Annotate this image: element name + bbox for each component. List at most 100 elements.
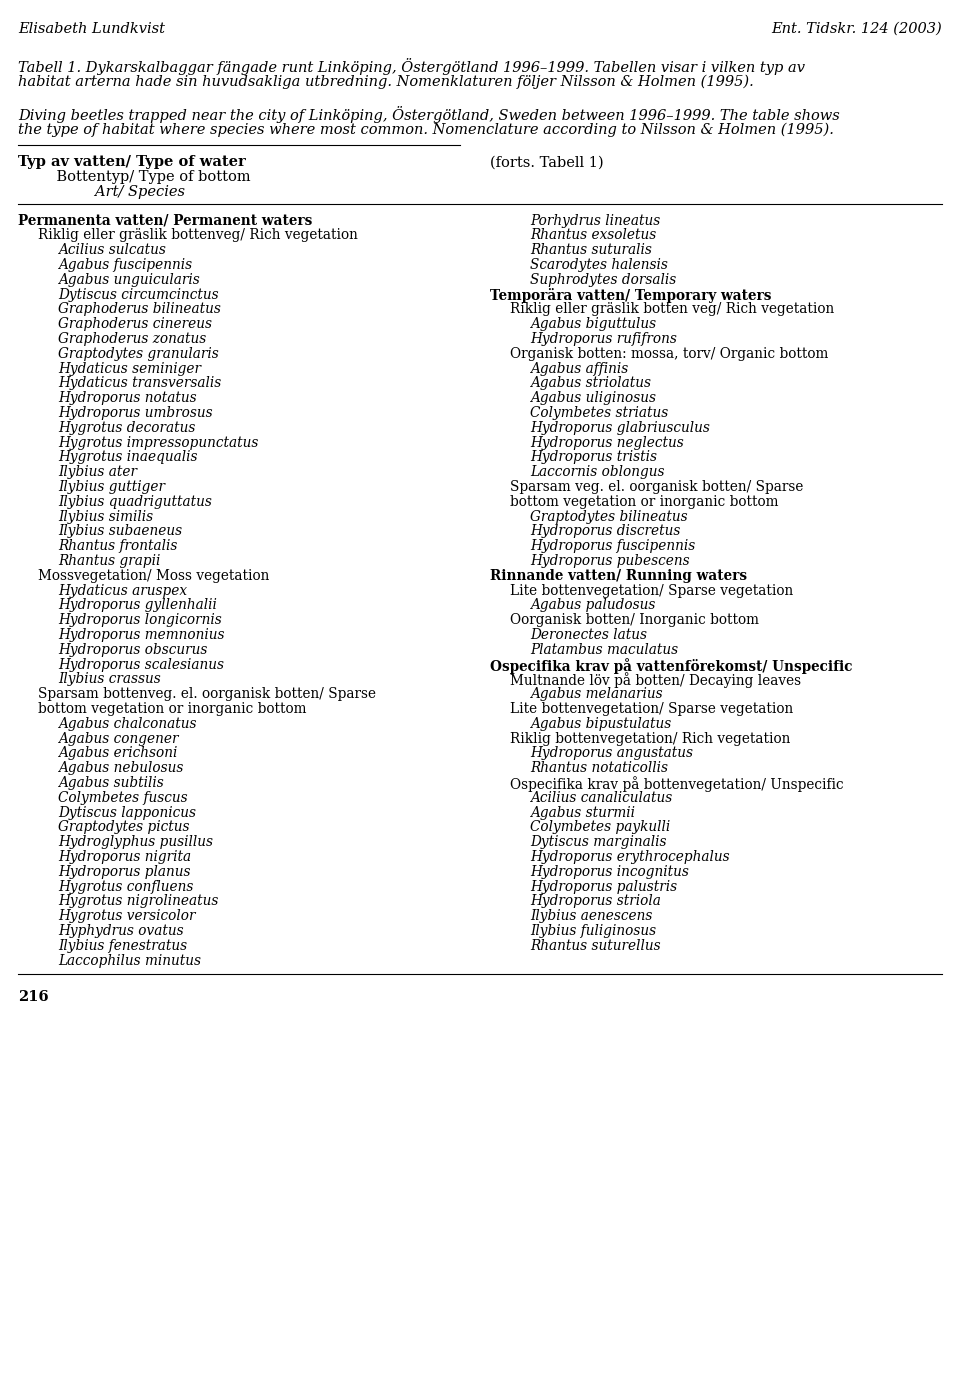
Text: Agabus striolatus: Agabus striolatus [530, 377, 651, 391]
Text: Hygrotus confluens: Hygrotus confluens [58, 879, 193, 893]
Text: Graptodytes bilineatus: Graptodytes bilineatus [530, 510, 687, 524]
Text: Lite bottenvegetation/ Sparse vegetation: Lite bottenvegetation/ Sparse vegetation [510, 702, 793, 716]
Text: Hydroporus scalesianus: Hydroporus scalesianus [58, 658, 224, 672]
Text: Agabus melanarius: Agabus melanarius [530, 687, 662, 701]
Text: Sparsam bottenveg. el. oorganisk botten/ Sparse: Sparsam bottenveg. el. oorganisk botten/… [38, 687, 376, 701]
Text: Platambus maculatus: Platambus maculatus [530, 643, 678, 656]
Text: (forts. Tabell 1): (forts. Tabell 1) [490, 155, 604, 169]
Text: Colymbetes paykulli: Colymbetes paykulli [530, 820, 670, 834]
Text: Ilybius subaeneus: Ilybius subaeneus [58, 525, 182, 539]
Text: Riklig eller gräslik botten veg/ Rich vegetation: Riklig eller gräslik botten veg/ Rich ve… [510, 302, 834, 316]
Text: Porhydrus lineatus: Porhydrus lineatus [530, 213, 660, 227]
Text: Ilybius similis: Ilybius similis [58, 510, 154, 524]
Text: Ilybius quadriguttatus: Ilybius quadriguttatus [58, 494, 212, 508]
Text: Agabus chalconatus: Agabus chalconatus [58, 717, 197, 731]
Text: Hydaticus transversalis: Hydaticus transversalis [58, 377, 221, 391]
Text: Agabus fuscipennis: Agabus fuscipennis [58, 258, 192, 271]
Text: Ilybius aenescens: Ilybius aenescens [530, 909, 653, 924]
Text: Hydroporus longicornis: Hydroporus longicornis [58, 614, 222, 627]
Text: Hydroporus palustris: Hydroporus palustris [530, 879, 677, 893]
Text: Riklig eller gräslik bottenveg/ Rich vegetation: Riklig eller gräslik bottenveg/ Rich veg… [38, 229, 358, 242]
Text: Scarodytes halensis: Scarodytes halensis [530, 258, 668, 271]
Text: the type of habitat where species where most common. Nomenclature according to N: the type of habitat where species where … [18, 122, 834, 137]
Text: Hydroporus neglectus: Hydroporus neglectus [530, 436, 684, 450]
Text: Hydaticus aruspex: Hydaticus aruspex [58, 583, 187, 597]
Text: Ilybius ater: Ilybius ater [58, 465, 137, 479]
Text: Rhantus frontalis: Rhantus frontalis [58, 539, 178, 553]
Text: Graphoderus zonatus: Graphoderus zonatus [58, 332, 206, 346]
Text: Hydroglyphus pusillus: Hydroglyphus pusillus [58, 835, 213, 849]
Text: Hygrotus inaequalis: Hygrotus inaequalis [58, 450, 198, 464]
Text: Elisabeth Lundkvist: Elisabeth Lundkvist [18, 22, 165, 36]
Text: Dytiscus marginalis: Dytiscus marginalis [530, 835, 666, 849]
Text: Ilybius fenestratus: Ilybius fenestratus [58, 939, 187, 953]
Text: Hydroporus incognitus: Hydroporus incognitus [530, 864, 689, 879]
Text: Temporära vatten/ Temporary waters: Temporära vatten/ Temporary waters [490, 288, 772, 302]
Text: 216: 216 [18, 990, 49, 1004]
Text: Hydroporus discretus: Hydroporus discretus [530, 525, 681, 539]
Text: Dytiscus circumcinctus: Dytiscus circumcinctus [58, 288, 219, 302]
Text: Hydaticus seminiger: Hydaticus seminiger [58, 361, 201, 375]
Text: Hydroporus nigrita: Hydroporus nigrita [58, 850, 191, 864]
Text: Hydroporus planus: Hydroporus planus [58, 864, 190, 879]
Text: Acilius canaliculatus: Acilius canaliculatus [530, 791, 672, 805]
Text: Agabus paludosus: Agabus paludosus [530, 598, 656, 612]
Text: Hydroporus pubescens: Hydroporus pubescens [530, 554, 689, 568]
Text: Agabus erichsoni: Agabus erichsoni [58, 747, 178, 760]
Text: Agabus bipustulatus: Agabus bipustulatus [530, 717, 671, 731]
Text: Graptodytes pictus: Graptodytes pictus [58, 820, 189, 834]
Text: Laccornis oblongus: Laccornis oblongus [530, 465, 664, 479]
Text: Graphoderus bilineatus: Graphoderus bilineatus [58, 302, 221, 316]
Text: Agabus uliginosus: Agabus uliginosus [530, 391, 656, 406]
Text: Agabus congener: Agabus congener [58, 731, 179, 745]
Text: Agabus sturmii: Agabus sturmii [530, 806, 635, 820]
Text: Laccophilus minutus: Laccophilus minutus [58, 954, 201, 968]
Text: Hyphydrus ovatus: Hyphydrus ovatus [58, 924, 183, 938]
Text: Rhantus notaticollis: Rhantus notaticollis [530, 762, 668, 776]
Text: Rhantus suturellus: Rhantus suturellus [530, 939, 660, 953]
Text: Hygrotus versicolor: Hygrotus versicolor [58, 909, 196, 924]
Text: Rhantus suturalis: Rhantus suturalis [530, 244, 652, 258]
Text: Ospecifika krav på bottenvegetation/ Unspecific: Ospecifika krav på bottenvegetation/ Uns… [510, 776, 844, 792]
Text: Permanenta vatten/ Permanent waters: Permanenta vatten/ Permanent waters [18, 213, 312, 227]
Text: Agabus subtilis: Agabus subtilis [58, 776, 164, 789]
Text: Hydroporus memnonius: Hydroporus memnonius [58, 627, 225, 643]
Text: Hydroporus umbrosus: Hydroporus umbrosus [58, 406, 212, 420]
Text: Bottentyp/ Type of bottom: Bottentyp/ Type of bottom [38, 170, 251, 184]
Text: bottom vegetation or inorganic bottom: bottom vegetation or inorganic bottom [510, 494, 779, 508]
Text: Hydroporus angustatus: Hydroporus angustatus [530, 747, 693, 760]
Text: habitat arterna hade sin huvudsakliga utbredning. Nomenklaturen följer Nilsson &: habitat arterna hade sin huvudsakliga ut… [18, 75, 754, 89]
Text: Agabus unguicularis: Agabus unguicularis [58, 273, 200, 287]
Text: Rinnande vatten/ Running waters: Rinnande vatten/ Running waters [490, 569, 747, 583]
Text: Diving beetles trapped near the city of Linköping, Östergötland, Sweden between : Diving beetles trapped near the city of … [18, 105, 840, 123]
Text: Rhantus grapii: Rhantus grapii [58, 554, 160, 568]
Text: Ospecifika krav på vattenförekomst/ Unspecific: Ospecifika krav på vattenförekomst/ Unsp… [490, 658, 852, 673]
Text: Organisk botten: mossa, torv/ Organic bottom: Organisk botten: mossa, torv/ Organic bo… [510, 346, 828, 361]
Text: Mossvegetation/ Moss vegetation: Mossvegetation/ Moss vegetation [38, 569, 270, 583]
Text: Agabus nebulosus: Agabus nebulosus [58, 762, 183, 776]
Text: Hydroporus tristis: Hydroporus tristis [530, 450, 657, 464]
Text: Tabell 1. Dykarskalbaggar fängade runt Linköping, Östergötland 1996–1999. Tabell: Tabell 1. Dykarskalbaggar fängade runt L… [18, 58, 805, 75]
Text: Hydroporus notatus: Hydroporus notatus [58, 391, 197, 406]
Text: Colymbetes fuscus: Colymbetes fuscus [58, 791, 187, 805]
Text: Ent. Tidskr. 124 (2003): Ent. Tidskr. 124 (2003) [771, 22, 942, 36]
Text: Dytiscus lapponicus: Dytiscus lapponicus [58, 806, 196, 820]
Text: Sparsam veg. el. oorganisk botten/ Sparse: Sparsam veg. el. oorganisk botten/ Spars… [510, 481, 804, 494]
Text: Ilybius guttiger: Ilybius guttiger [58, 481, 165, 494]
Text: Ilybius crassus: Ilybius crassus [58, 672, 160, 687]
Text: Graptodytes granularis: Graptodytes granularis [58, 346, 219, 361]
Text: Deronectes latus: Deronectes latus [530, 627, 647, 643]
Text: Agabus affinis: Agabus affinis [530, 361, 628, 375]
Text: Hydroporus erythrocephalus: Hydroporus erythrocephalus [530, 850, 730, 864]
Text: Hygrotus impressopunctatus: Hygrotus impressopunctatus [58, 436, 258, 450]
Text: Agabus biguttulus: Agabus biguttulus [530, 317, 656, 331]
Text: Art/ Species: Art/ Species [58, 184, 185, 199]
Text: bottom vegetation or inorganic bottom: bottom vegetation or inorganic bottom [38, 702, 306, 716]
Text: Hygrotus decoratus: Hygrotus decoratus [58, 421, 196, 435]
Text: Hydroporus fuscipennis: Hydroporus fuscipennis [530, 539, 695, 553]
Text: Rhantus exsoletus: Rhantus exsoletus [530, 229, 657, 242]
Text: Acilius sulcatus: Acilius sulcatus [58, 244, 166, 258]
Text: Hydroporus rufifrons: Hydroporus rufifrons [530, 332, 677, 346]
Text: Hydroporus obscurus: Hydroporus obscurus [58, 643, 207, 656]
Text: Hygrotus nigrolineatus: Hygrotus nigrolineatus [58, 895, 218, 909]
